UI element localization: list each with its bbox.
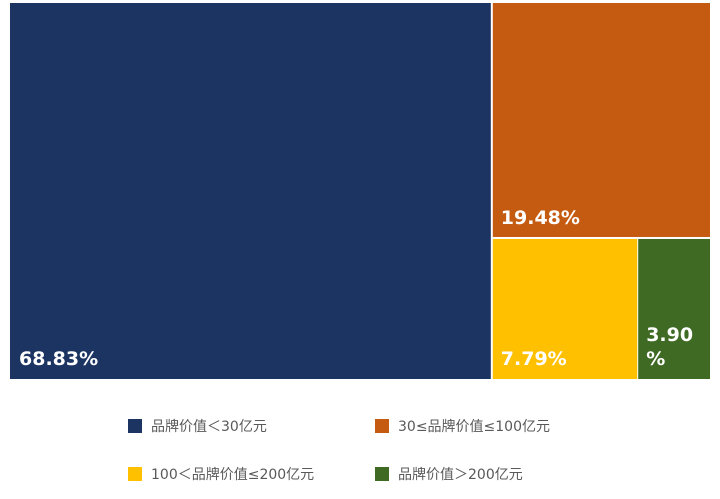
tile-above-200 (638, 238, 710, 379)
legend-swatch-above-200 (375, 467, 389, 481)
tile-below-30 (10, 3, 491, 379)
tile-30-to-100 (492, 3, 710, 237)
legend: 品牌价值＜30亿元 30≤品牌价值≤100亿元 100＜品牌价值≤200亿元 品… (0, 400, 720, 499)
legend-swatch-30-to-100 (375, 419, 389, 433)
tile-above-200-label-line-1: % (646, 348, 665, 370)
treemap-labels: 68.83% 19.48% 7.79% 3.90% (19, 207, 693, 370)
legend-label-30-to-100: 30≤品牌价值≤100亿元 (398, 419, 550, 435)
tile-above-200-label-line-0: 3.90 (646, 324, 693, 346)
legend-item-above-200: 品牌价值＞200亿元 (375, 462, 523, 486)
tile-100-to-200-label: 7.79% (501, 348, 567, 370)
tile-100-to-200 (492, 238, 638, 379)
tile-30-to-100-label: 19.48% (501, 207, 580, 229)
legend-label-above-200: 品牌价值＞200亿元 (398, 467, 523, 483)
legend-label-100-to-200: 100＜品牌价值≤200亿元 (151, 467, 315, 483)
tile-below-30-label: 68.83% (19, 348, 98, 370)
legend-label-below-30: 品牌价值＜30亿元 (151, 419, 267, 435)
legend-item-below-30: 品牌价值＜30亿元 (128, 414, 267, 438)
legend-item-100-to-200: 100＜品牌价值≤200亿元 (128, 462, 314, 486)
legend-item-30-to-100: 30≤品牌价值≤100亿元 (375, 414, 550, 438)
treemap-tiles (10, 3, 710, 379)
treemap-chart: 68.83% 19.48% 7.79% 3.90% (10, 3, 710, 379)
legend-swatch-100-to-200 (128, 467, 142, 481)
legend-swatch-below-30 (128, 419, 142, 433)
